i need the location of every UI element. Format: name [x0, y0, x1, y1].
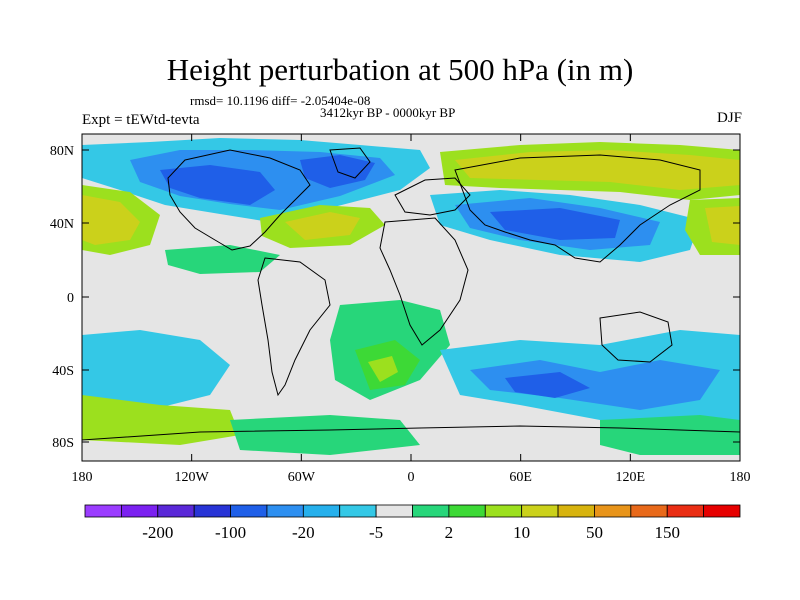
- contour-blue-south-pacific: [82, 330, 230, 410]
- y-tick-label: 80N: [50, 144, 74, 159]
- coast-africa: [379, 217, 469, 346]
- colorbar-swatch: [557, 504, 595, 518]
- colorbar-swatch: [666, 504, 705, 518]
- contour-yellow-atlantic: [285, 212, 360, 240]
- colorbar-swatch: [193, 504, 231, 518]
- colorbar-label: 50: [586, 523, 603, 542]
- colorbar-label: -100: [215, 523, 246, 542]
- contour-green-southern-ocean: [82, 395, 240, 445]
- contour-teal-antarctic-east: [600, 415, 740, 455]
- contour-yellow-south-atlantic: [368, 356, 398, 382]
- contour-deep-blue-south-indian: [505, 372, 590, 398]
- x-tick-label: 0: [408, 470, 415, 485]
- y-tick-label: 40S: [52, 364, 74, 379]
- contour-yellow-north-pacific-west: [82, 195, 140, 245]
- colorbar-swatch: [412, 504, 450, 518]
- contour-teal-tropics: [165, 245, 280, 274]
- colorbar-swatch: [594, 504, 632, 518]
- colorbar: -200 -100 -20 -5 2 10 50 150: [84, 504, 741, 542]
- x-tick-label: 60W: [288, 470, 316, 485]
- plot-title: Height perturbation at 500 hPa (in m): [166, 52, 634, 87]
- coast-antarctica: [82, 425, 740, 441]
- colorbar-swatch: [484, 504, 523, 518]
- coastlines: [82, 147, 740, 441]
- colorbar-swatch: [448, 504, 486, 518]
- contour-yellow-north-pacific-east: [705, 206, 740, 245]
- colorbar-swatch: [84, 504, 122, 518]
- x-tick-label: 120W: [175, 470, 210, 485]
- x-tick-label: 120E: [616, 470, 646, 485]
- colorbar-swatch: [703, 504, 741, 518]
- colorbar-swatch: [302, 504, 341, 518]
- coast-asia: [454, 154, 701, 263]
- contour-yellow-eurasia: [455, 150, 740, 190]
- contour-deep-blue-north-america: [160, 165, 275, 205]
- colorbar-swatch: [157, 504, 195, 518]
- colorbar-label: -20: [292, 523, 315, 542]
- coast-europe: [394, 177, 471, 216]
- colorbar-label: -200: [142, 523, 173, 542]
- stats-text: rmsd= 10.1196 diff= -2.05404e-08: [190, 93, 371, 108]
- coast-south-america: [257, 257, 331, 397]
- colorbar-swatch: [339, 504, 377, 518]
- colorbar-label: 2: [445, 523, 454, 542]
- colorbar-swatch: [120, 504, 159, 518]
- contour-teal-southern-ocean: [230, 415, 420, 455]
- x-axis: 180 120W 60W 0 60E 120E 180: [72, 134, 751, 485]
- x-tick-label: 180: [730, 470, 751, 485]
- colorbar-label: -5: [369, 523, 383, 542]
- x-tick-label: 60E: [509, 470, 532, 485]
- contour-mid-blue-south-indian: [470, 360, 720, 410]
- colorbar-swatch: [230, 504, 268, 518]
- y-axis: 80N 40N 0 40S 80S: [50, 144, 740, 451]
- coast-australia: [599, 311, 673, 363]
- coast-north-america: [167, 149, 311, 251]
- period-text: 3412kyr BP - 0000kyr BP: [320, 105, 456, 120]
- colorbar-swatch: [521, 504, 559, 518]
- colorbar-swatch: [375, 504, 413, 518]
- contour-deep-blue-eurasia: [490, 208, 620, 240]
- y-tick-label: 40N: [50, 217, 74, 232]
- colorbar-label: 10: [513, 523, 530, 542]
- x-tick-label: 180: [72, 470, 93, 485]
- contour-field: [82, 134, 740, 461]
- colorbar-label: 150: [654, 523, 680, 542]
- colorbar-swatch: [266, 504, 304, 518]
- season-label: DJF: [716, 110, 742, 126]
- y-tick-label: 0: [67, 291, 74, 306]
- colorbar-swatch: [630, 504, 668, 518]
- y-tick-label: 80S: [52, 436, 74, 451]
- coast-greenland: [329, 147, 371, 179]
- experiment-label: Expt = tEWtd-tevta: [82, 112, 200, 128]
